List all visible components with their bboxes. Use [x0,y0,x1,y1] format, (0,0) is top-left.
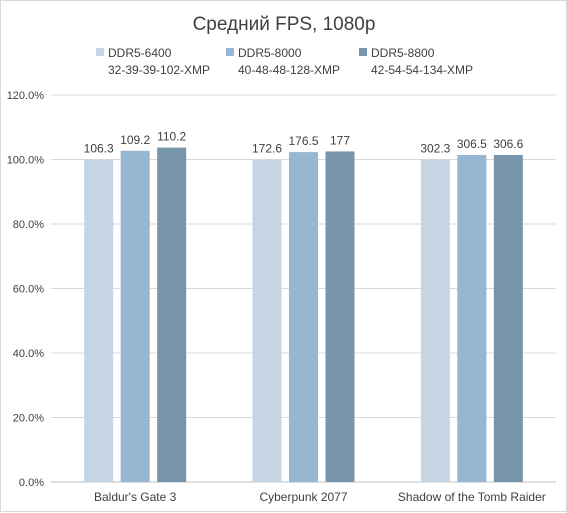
legend-label: DDR5-8000 [238,46,302,60]
y-tick-label: 80.0% [13,219,44,231]
bar [325,151,355,482]
data-label: 306.5 [457,137,487,151]
y-tick-label: 40.0% [13,348,44,360]
y-tick-label: 120.0% [7,90,45,102]
legend-timings: 42-54-54-134-XMP [371,63,473,77]
bar [420,159,450,482]
data-label: 110.2 [157,130,186,144]
bar [493,154,523,483]
category-label: Cyberpunk 2077 [259,490,347,504]
data-label: 109.2 [120,133,150,147]
data-label: 106.3 [84,142,114,156]
y-tick-label: 60.0% [13,284,44,296]
legend-timings: 40-48-48-128-XMP [238,63,340,77]
y-tick-label: 20.0% [13,413,44,425]
bar [84,159,114,482]
bar [457,154,487,483]
data-label: 306.6 [493,137,523,151]
data-labels: 106.3 109.2 110.2 172.6 176.5 177 302.3 306.5 30… [84,130,524,156]
data-label: 172.6 [252,142,282,156]
legend-swatch [226,48,234,56]
bar [289,152,318,482]
x-axis: Baldur's Gate 3 Cyberpunk 2077 Shadow of t… [94,490,546,504]
legend-label: DDR5-6400 [108,46,172,60]
bar [120,150,150,483]
legend-label: DDR5-8800 [371,46,435,60]
bar [157,147,187,482]
bar [252,159,282,482]
legend-swatch [359,48,367,56]
chart-title: Средний FPS, 1080p [193,14,376,35]
legend: DDR5-6400 32-39-39-102-XMP DDR5-8000 40-48-… [96,46,473,77]
legend-timings: 32-39-39-102-XMP [108,63,210,77]
legend-swatch [96,48,104,56]
y-axis: 0.0% 20.0% 40.0% 60.0% 80.0% 100.0% 120.0% [7,90,45,489]
data-label: 177 [330,133,350,147]
y-tick-label: 0.0% [19,477,44,489]
bars [84,147,523,483]
category-label: Shadow of the Tomb Raider [398,490,546,504]
data-label: 302.3 [420,142,450,156]
data-label: 176.5 [288,134,318,148]
category-label: Baldur's Gate 3 [94,490,177,504]
y-tick-label: 100.0% [7,155,45,167]
